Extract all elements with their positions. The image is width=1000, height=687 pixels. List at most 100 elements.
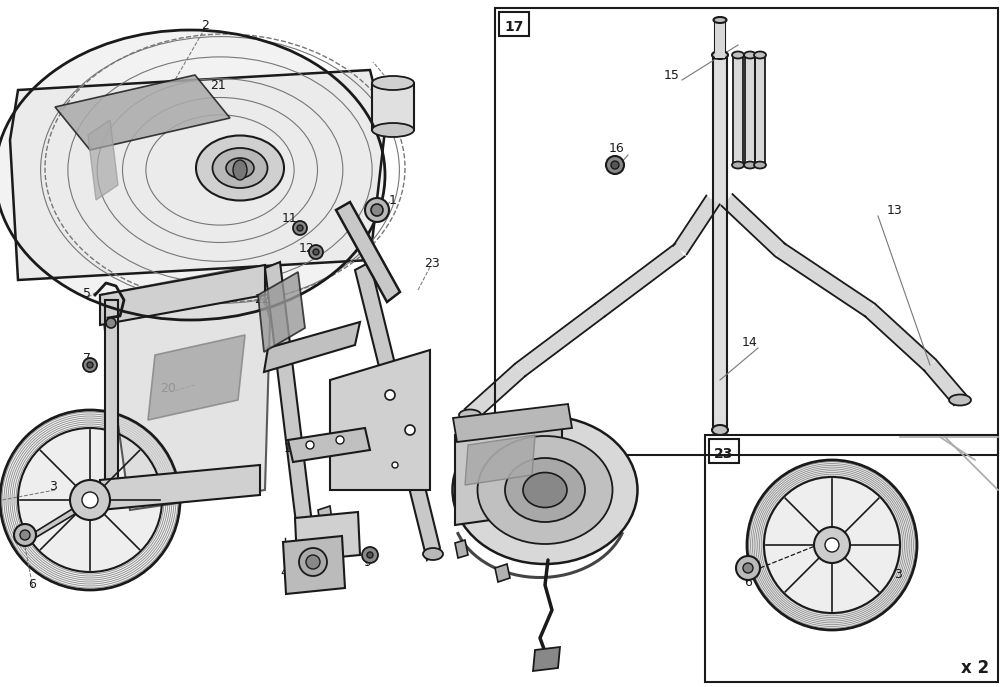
Circle shape <box>743 563 753 573</box>
Text: 14: 14 <box>742 335 758 348</box>
Polygon shape <box>295 512 360 561</box>
Polygon shape <box>100 265 270 510</box>
Ellipse shape <box>712 51 728 59</box>
Ellipse shape <box>732 161 744 168</box>
Polygon shape <box>318 506 332 524</box>
Text: x 2: x 2 <box>961 659 989 677</box>
Text: 3: 3 <box>49 480 57 493</box>
Circle shape <box>611 161 619 169</box>
Circle shape <box>385 390 395 400</box>
Polygon shape <box>100 265 265 325</box>
Circle shape <box>336 436 344 444</box>
Text: 7: 7 <box>83 352 91 365</box>
Circle shape <box>306 441 314 449</box>
Polygon shape <box>733 55 743 160</box>
Ellipse shape <box>714 17 726 23</box>
Ellipse shape <box>226 158 254 178</box>
Ellipse shape <box>452 416 638 564</box>
Circle shape <box>297 225 303 231</box>
Polygon shape <box>88 120 118 200</box>
Text: 16: 16 <box>609 142 625 155</box>
Ellipse shape <box>505 458 585 522</box>
Text: 13: 13 <box>887 203 903 216</box>
Polygon shape <box>100 465 260 510</box>
Ellipse shape <box>196 135 284 201</box>
Polygon shape <box>924 360 966 405</box>
Circle shape <box>309 245 323 259</box>
Polygon shape <box>455 540 468 558</box>
Circle shape <box>82 492 98 508</box>
Ellipse shape <box>754 52 766 58</box>
Polygon shape <box>722 194 785 256</box>
Polygon shape <box>258 272 305 352</box>
Circle shape <box>736 556 760 580</box>
Circle shape <box>313 249 319 255</box>
Circle shape <box>14 524 36 546</box>
Circle shape <box>87 362 93 368</box>
Polygon shape <box>515 304 605 376</box>
Ellipse shape <box>0 30 385 320</box>
Polygon shape <box>865 304 935 371</box>
Circle shape <box>362 547 378 563</box>
Text: 3: 3 <box>894 567 902 581</box>
Polygon shape <box>55 75 230 150</box>
Ellipse shape <box>297 546 317 558</box>
Polygon shape <box>105 300 118 490</box>
Ellipse shape <box>523 473 567 508</box>
Circle shape <box>392 462 398 468</box>
Polygon shape <box>745 55 755 160</box>
Polygon shape <box>673 196 720 254</box>
Text: 17: 17 <box>504 20 524 34</box>
Polygon shape <box>148 335 245 420</box>
Circle shape <box>293 221 307 235</box>
Polygon shape <box>265 262 315 556</box>
Polygon shape <box>715 20 725 58</box>
Circle shape <box>20 530 30 540</box>
Circle shape <box>814 527 850 563</box>
Polygon shape <box>465 435 535 485</box>
Circle shape <box>606 156 624 174</box>
Text: 12: 12 <box>299 242 315 254</box>
Polygon shape <box>755 55 765 160</box>
Text: 18: 18 <box>284 442 300 455</box>
Circle shape <box>299 548 327 576</box>
Ellipse shape <box>233 160 247 180</box>
Bar <box>499 12 529 36</box>
Circle shape <box>18 428 162 572</box>
Circle shape <box>825 538 839 552</box>
Text: 9: 9 <box>363 556 371 569</box>
Text: 21: 21 <box>210 78 226 91</box>
Polygon shape <box>465 364 525 421</box>
Polygon shape <box>35 498 90 538</box>
Polygon shape <box>495 564 510 582</box>
Text: 19: 19 <box>550 521 566 534</box>
Ellipse shape <box>732 52 744 58</box>
Ellipse shape <box>744 161 756 168</box>
Ellipse shape <box>949 394 971 405</box>
Polygon shape <box>776 243 874 317</box>
Polygon shape <box>330 350 430 490</box>
Polygon shape <box>283 536 345 594</box>
Ellipse shape <box>213 148 268 188</box>
Text: 23: 23 <box>424 256 440 269</box>
Text: 1: 1 <box>389 194 397 207</box>
Text: 20: 20 <box>160 381 176 394</box>
Polygon shape <box>264 322 360 372</box>
Circle shape <box>306 555 320 569</box>
Text: 24: 24 <box>385 78 401 91</box>
Text: 23: 23 <box>714 447 734 461</box>
Text: 6: 6 <box>744 576 752 589</box>
Ellipse shape <box>423 548 443 560</box>
Polygon shape <box>355 262 440 560</box>
Polygon shape <box>453 404 572 442</box>
Text: 10: 10 <box>552 460 568 473</box>
Ellipse shape <box>372 76 414 90</box>
Text: 5: 5 <box>83 286 91 300</box>
Polygon shape <box>713 55 727 430</box>
Polygon shape <box>455 420 562 525</box>
Bar <box>705 435 998 682</box>
Ellipse shape <box>754 161 766 168</box>
Circle shape <box>764 477 900 613</box>
Text: 15: 15 <box>664 69 680 82</box>
Text: 22: 22 <box>254 293 270 306</box>
